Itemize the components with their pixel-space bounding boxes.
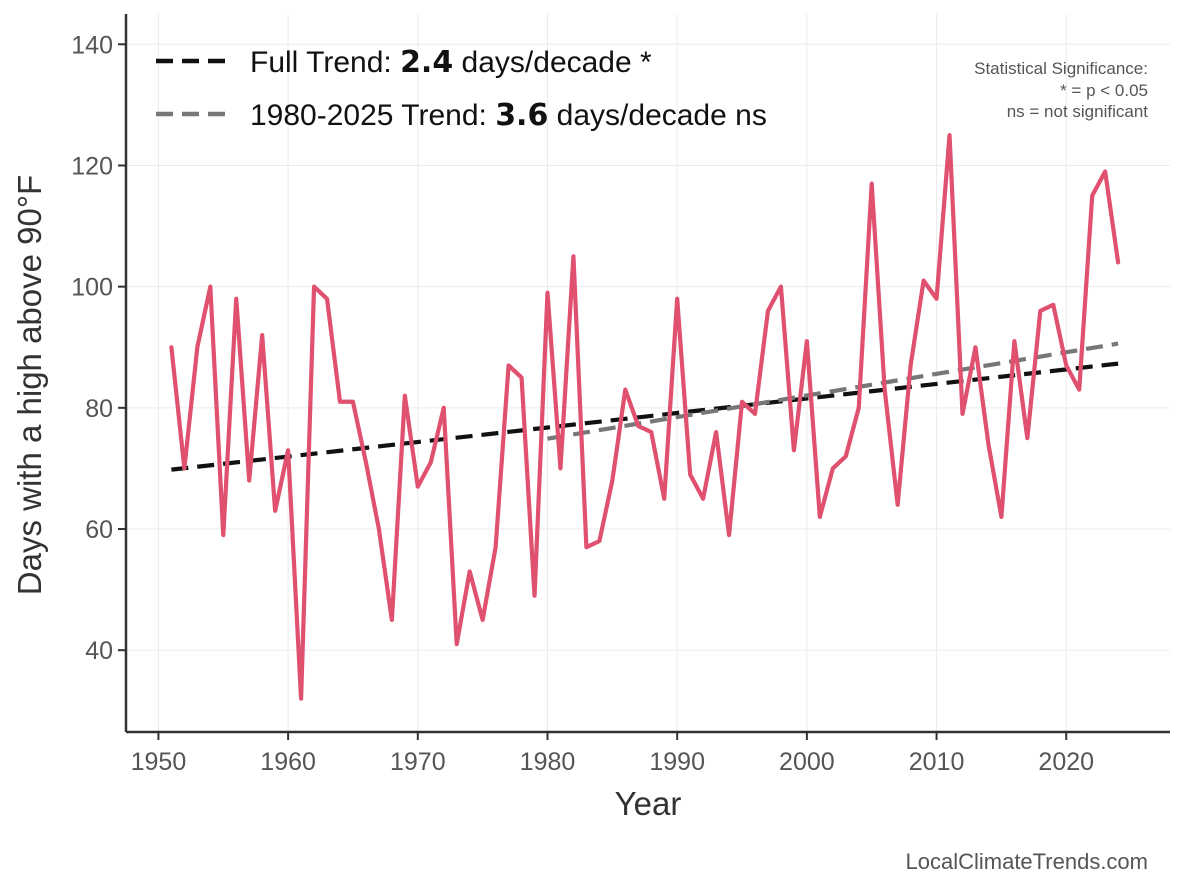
legend-prefix-full: Full Trend:	[250, 46, 400, 79]
legend: Full Trend: 2.4 days/decade * 1980-2025 …	[156, 45, 767, 133]
significance-note-p-value: * = p < 0.05	[1060, 81, 1148, 100]
y-ticks: 40 60 80 100 120 140	[71, 31, 126, 665]
y-tick-label-100: 100	[71, 274, 113, 302]
trend-line-full	[171, 361, 1119, 472]
series-line-days-above-90	[169, 133, 1121, 701]
axes	[124, 14, 1170, 734]
legend-value-full: 2.4	[400, 45, 453, 80]
legend-label-full-trend: Full Trend: 2.4 days/decade *	[250, 45, 652, 80]
y-tick-label-40: 40	[85, 637, 113, 665]
significance-note-title: Statistical Significance:	[974, 59, 1148, 78]
y-axis-title: Days with a high above 90°F	[11, 175, 48, 595]
legend-suffix-full: days/decade *	[453, 46, 652, 79]
x-tick-label-2010: 2010	[909, 748, 965, 776]
x-tick-label-1950: 1950	[131, 748, 187, 776]
y-tick-label-80: 80	[85, 395, 113, 423]
y-tick-label-120: 120	[71, 152, 113, 180]
x-tick-label-2000: 2000	[779, 748, 835, 776]
x-axis-title: Year	[615, 785, 682, 822]
x-tick-label-1960: 1960	[260, 748, 316, 776]
legend-prefix-recent: 1980-2025 Trend:	[250, 99, 495, 132]
grid	[126, 14, 1170, 732]
x-tick-label-1990: 1990	[649, 748, 705, 776]
legend-label-recent-trend: 1980-2025 Trend: 3.6 days/decade ns	[250, 98, 767, 133]
x-tick-label-1970: 1970	[390, 748, 446, 776]
x-tick-label-2020: 2020	[1038, 748, 1094, 776]
source-credit: LocalClimateTrends.com	[906, 849, 1149, 874]
legend-suffix-recent: days/decade ns	[548, 99, 766, 132]
legend-value-recent: 3.6	[495, 98, 548, 133]
x-ticks: 1950 1960 1970 1980 1990 2000 2010 2020	[131, 732, 1094, 776]
x-tick-label-1980: 1980	[520, 748, 576, 776]
trend-line-recent	[547, 341, 1119, 441]
y-tick-label-60: 60	[85, 516, 113, 544]
y-tick-label-140: 140	[71, 31, 113, 59]
significance-note: Statistical Significance: * = p < 0.05 n…	[974, 59, 1148, 121]
significance-note-ns: ns = not significant	[1007, 102, 1149, 121]
